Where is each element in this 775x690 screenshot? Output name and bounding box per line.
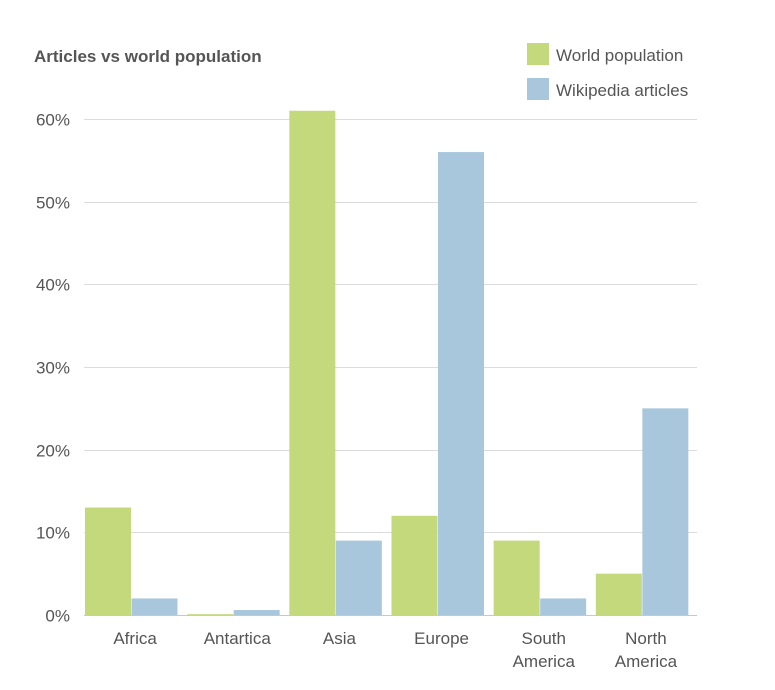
bars xyxy=(85,110,689,616)
bar-wikipedia-articles xyxy=(131,598,178,615)
legend-label: Wikipedia articles xyxy=(556,81,688,100)
legend-swatch xyxy=(527,43,549,65)
x-category-label: America xyxy=(513,652,576,671)
bar-world-population xyxy=(595,573,642,615)
x-category-label: South xyxy=(522,629,566,648)
bar-world-population xyxy=(289,110,336,615)
x-axis: Africa Antartica Asia Europe South America Nor… xyxy=(84,615,697,671)
bar-wikipedia-articles xyxy=(642,408,689,615)
y-tick-label: 50% xyxy=(36,194,70,213)
bar-wikipedia-articles xyxy=(540,598,587,615)
bar-world-population xyxy=(493,540,540,615)
legend-label: World population xyxy=(556,46,683,65)
y-tick-label: 10% xyxy=(36,524,70,543)
legend: World population Wikipedia articles xyxy=(527,43,688,100)
y-axis: 0% 10% 20% 30% 40% 50% 60% xyxy=(36,111,70,626)
x-category-label: North xyxy=(625,629,667,648)
x-category-label: Antartica xyxy=(204,629,272,648)
bar-wikipedia-articles xyxy=(335,540,382,615)
x-category-label: Africa xyxy=(113,629,157,648)
y-tick-label: 40% xyxy=(36,276,70,295)
bar-world-population xyxy=(391,515,438,615)
legend-swatch xyxy=(527,78,549,100)
x-category-label: Asia xyxy=(323,629,357,648)
bar-wikipedia-articles xyxy=(438,152,484,616)
gridlines xyxy=(84,119,697,533)
bar-world-population xyxy=(187,614,234,615)
bar-world-population xyxy=(85,507,131,615)
y-tick-label: 30% xyxy=(36,359,70,378)
chart-title: Articles vs world population xyxy=(34,47,262,66)
x-category-label: Europe xyxy=(414,629,469,648)
bar-wikipedia-articles xyxy=(233,610,280,615)
x-category-label: America xyxy=(615,652,678,671)
y-tick-label: 60% xyxy=(36,111,70,130)
y-tick-label: 20% xyxy=(36,442,70,461)
y-tick-label: 0% xyxy=(45,607,70,626)
